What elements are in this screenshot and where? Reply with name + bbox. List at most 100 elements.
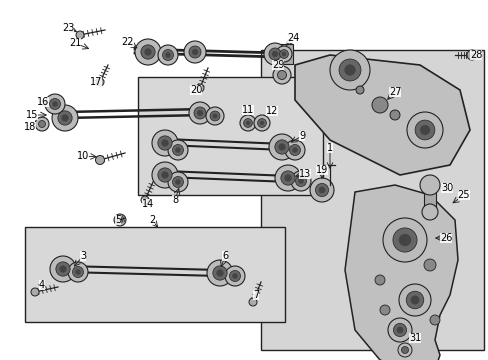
FancyBboxPatch shape xyxy=(138,77,323,195)
Circle shape xyxy=(52,105,78,131)
Circle shape xyxy=(240,115,256,131)
Circle shape xyxy=(398,234,410,246)
Text: 30: 30 xyxy=(440,183,452,193)
Circle shape xyxy=(96,78,104,86)
Polygon shape xyxy=(261,50,483,350)
Circle shape xyxy=(212,113,217,118)
Text: 10: 10 xyxy=(77,151,89,161)
Circle shape xyxy=(194,107,205,119)
Circle shape xyxy=(183,41,205,63)
Text: 13: 13 xyxy=(298,169,310,179)
Circle shape xyxy=(396,327,403,333)
Circle shape xyxy=(168,140,187,160)
Circle shape xyxy=(39,121,45,127)
Circle shape xyxy=(49,99,61,109)
Circle shape xyxy=(168,172,187,192)
FancyBboxPatch shape xyxy=(25,227,285,322)
Circle shape xyxy=(371,97,387,113)
Circle shape xyxy=(210,111,220,121)
Circle shape xyxy=(419,175,439,195)
Circle shape xyxy=(31,288,39,296)
Circle shape xyxy=(58,111,72,125)
Circle shape xyxy=(248,298,257,306)
Circle shape xyxy=(374,275,384,285)
Circle shape xyxy=(290,171,310,191)
Text: 28: 28 xyxy=(469,50,481,60)
Text: 17: 17 xyxy=(90,77,102,87)
Circle shape xyxy=(68,262,88,282)
Circle shape xyxy=(397,343,411,357)
Circle shape xyxy=(216,269,223,276)
Text: 22: 22 xyxy=(122,37,134,47)
Text: 25: 25 xyxy=(457,190,469,200)
Circle shape xyxy=(329,50,369,90)
Text: 18: 18 xyxy=(24,122,36,132)
Circle shape xyxy=(61,114,68,122)
Circle shape xyxy=(387,318,411,342)
Circle shape xyxy=(419,125,429,135)
Circle shape xyxy=(158,45,178,65)
Circle shape xyxy=(205,107,224,125)
Circle shape xyxy=(141,196,149,204)
Circle shape xyxy=(264,43,285,65)
Circle shape xyxy=(253,115,269,131)
Circle shape xyxy=(45,94,65,114)
Text: 2: 2 xyxy=(148,215,155,225)
Circle shape xyxy=(144,48,151,56)
Polygon shape xyxy=(345,185,457,360)
Circle shape xyxy=(175,147,181,153)
Circle shape xyxy=(344,64,355,76)
Circle shape xyxy=(315,183,328,197)
Circle shape xyxy=(135,39,161,65)
Circle shape xyxy=(272,66,290,84)
Circle shape xyxy=(191,49,198,55)
Circle shape xyxy=(406,112,442,148)
Circle shape xyxy=(292,147,297,153)
Text: 27: 27 xyxy=(388,87,401,97)
Circle shape xyxy=(259,121,264,125)
Circle shape xyxy=(189,102,210,124)
Text: 4: 4 xyxy=(39,280,45,290)
Circle shape xyxy=(309,178,333,202)
Circle shape xyxy=(232,273,237,279)
Circle shape xyxy=(423,259,435,271)
Text: 5: 5 xyxy=(115,215,121,225)
Circle shape xyxy=(281,52,285,56)
Circle shape xyxy=(229,270,240,282)
Bar xyxy=(274,44,292,64)
Circle shape xyxy=(257,118,266,127)
Circle shape xyxy=(355,86,363,94)
Circle shape xyxy=(243,118,252,127)
Text: 16: 16 xyxy=(37,97,49,107)
Circle shape xyxy=(392,323,406,337)
Circle shape xyxy=(224,266,244,286)
Circle shape xyxy=(392,228,416,252)
Circle shape xyxy=(274,165,301,191)
Text: 23: 23 xyxy=(61,23,74,33)
Circle shape xyxy=(277,71,286,80)
Circle shape xyxy=(245,121,250,125)
Text: 31: 31 xyxy=(408,333,420,343)
Circle shape xyxy=(165,52,170,58)
Circle shape xyxy=(75,269,81,275)
Circle shape xyxy=(59,265,66,273)
Text: 24: 24 xyxy=(286,33,299,43)
Circle shape xyxy=(275,46,291,62)
Circle shape xyxy=(35,117,49,131)
Circle shape xyxy=(338,59,360,81)
Circle shape xyxy=(161,171,168,179)
Circle shape xyxy=(72,266,83,278)
Bar xyxy=(423,185,435,212)
Circle shape xyxy=(158,136,172,150)
Circle shape xyxy=(212,266,227,280)
Circle shape xyxy=(278,143,285,150)
Circle shape xyxy=(410,296,419,305)
Circle shape xyxy=(172,176,183,188)
Circle shape xyxy=(379,305,389,315)
Circle shape xyxy=(268,48,281,60)
Text: 12: 12 xyxy=(265,106,278,116)
Circle shape xyxy=(429,315,439,325)
Text: 14: 14 xyxy=(142,199,154,209)
Circle shape xyxy=(158,168,172,182)
Circle shape xyxy=(141,45,155,59)
